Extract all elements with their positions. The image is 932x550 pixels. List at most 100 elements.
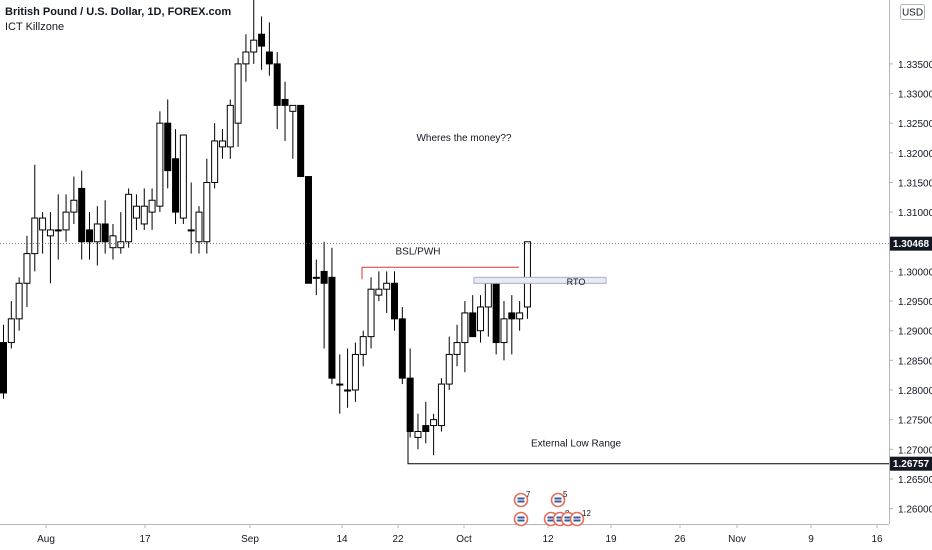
time-tick-label: Nov: [728, 534, 746, 545]
candle-body-up: [70, 199, 78, 213]
event-flag-icon[interactable]: 5: [550, 490, 569, 508]
external-low-line[interactable]: [407, 429, 889, 465]
event-flag-icon[interactable]: 12: [569, 509, 592, 527]
candle-body-up: [156, 122, 164, 207]
candle-body-up: [430, 419, 438, 427]
candle-body-down: [422, 425, 430, 433]
time-tick-label: Sep: [241, 534, 259, 545]
candle-body-up: [23, 253, 31, 284]
candle: [367, 277, 375, 349]
candle-body-down: [508, 312, 516, 320]
price-tick-label: 1.29500: [898, 297, 932, 308]
candle-body-up: [359, 336, 367, 355]
candle: [218, 129, 226, 159]
candle-body-down: [0, 342, 7, 394]
time-tick-label: 26: [674, 534, 686, 545]
price-tick-label: 1.31000: [898, 208, 932, 219]
candle: [351, 342, 359, 402]
annotation-wheres-the-money[interactable]: Wheres the money??: [416, 133, 511, 144]
low-price-label-text: 1.26757: [893, 459, 930, 470]
candle-body-down: [391, 282, 398, 320]
price-tick-label: 1.32500: [898, 119, 932, 130]
candle-body-up: [203, 181, 211, 243]
candle: [304, 176, 312, 284]
bsl-pwh-line[interactable]: [361, 266, 519, 280]
candle: [359, 330, 367, 367]
symbol-title[interactable]: British Pound / U.S. Dollar, 1D, FOREX.c…: [5, 6, 232, 18]
candle: [406, 348, 414, 438]
candle: [492, 277, 500, 355]
candle-body-up: [437, 383, 445, 427]
candle: [391, 271, 398, 331]
candle: [179, 134, 187, 224]
candle-body-up: [453, 342, 461, 355]
price-tick-label: 1.32000: [898, 149, 932, 160]
candle: [62, 194, 70, 242]
candle: [70, 176, 78, 224]
annotations: Wheres the money?? BSL/PWH RTO External Low…: [0, 133, 889, 465]
candle-body-up: [500, 318, 508, 344]
candle: [437, 378, 445, 432]
candle-body-up: [344, 389, 352, 392]
indicator-name[interactable]: ICT Killzone: [5, 21, 65, 33]
candle: [0, 324, 7, 399]
last-price-label-box: [890, 236, 932, 251]
last-price-label-text: 1.30468: [893, 239, 930, 250]
candle-body-up: [516, 312, 524, 320]
candle: [78, 170, 86, 260]
candle: [172, 129, 180, 224]
candle-body-down: [398, 318, 406, 379]
candle: [86, 212, 94, 260]
event-flag-icon[interactable]: [513, 511, 529, 527]
candle-body-up: [367, 288, 375, 338]
price-tick-label: 1.27500: [898, 416, 932, 427]
event-markers: 75812: [513, 490, 592, 527]
candle-body-down: [101, 223, 109, 243]
price-tick-label: 1.28000: [898, 386, 932, 397]
candle: [281, 81, 289, 141]
candle-body-up: [414, 431, 422, 438]
candle-body-up: [375, 288, 383, 296]
rto-zone[interactable]: RTO: [473, 276, 607, 287]
candle-body-up: [211, 140, 219, 183]
candle-body-down: [492, 282, 500, 344]
candle: [273, 52, 281, 130]
candle-body-down: [406, 377, 414, 433]
candle: [297, 104, 305, 178]
candle-body-up: [148, 199, 156, 213]
candle: [336, 354, 344, 414]
candle: [414, 413, 422, 450]
candle: [508, 295, 516, 355]
candle-body-up: [187, 229, 195, 232]
currency-button[interactable]: USD: [900, 4, 925, 20]
candle-body-up: [351, 353, 359, 391]
candle-body-up: [445, 353, 453, 385]
candle-body-down: [258, 33, 266, 47]
candle: [516, 301, 524, 331]
candle-body-down: [164, 122, 172, 172]
candle-body-up: [39, 217, 47, 231]
candle: [226, 99, 234, 159]
event-count-label: 12: [582, 509, 591, 518]
candle-body-up: [250, 39, 258, 53]
event-flag-icon[interactable]: 7: [513, 490, 532, 508]
candle-body-up: [312, 276, 320, 279]
time-axis[interactable]: Aug 17 Sep 14 22 Oct 12 19 26 Nov 9 16: [0, 524, 889, 545]
candle: [312, 259, 320, 296]
annotation-rto: RTO: [567, 277, 586, 287]
candle-body-up: [62, 211, 70, 231]
candle: [125, 188, 133, 248]
candles: [0, 0, 531, 456]
time-tick-label: 14: [336, 534, 348, 545]
rto-box: [473, 276, 607, 284]
candle-body-up: [234, 63, 242, 124]
price-axis[interactable]: 1.33500 1.33000 1.32500 1.32000 1.31500 1.310…: [889, 0, 932, 524]
annotation-external-low-range[interactable]: External Low Range: [531, 439, 621, 450]
event-count-label: 5: [563, 490, 568, 499]
candle: [195, 206, 203, 254]
candle: [375, 271, 383, 302]
price-tick-label: 1.27000: [898, 445, 932, 456]
annotation-bsl-pwh[interactable]: BSL/PWH: [395, 246, 440, 257]
candle-body-up: [117, 241, 125, 249]
